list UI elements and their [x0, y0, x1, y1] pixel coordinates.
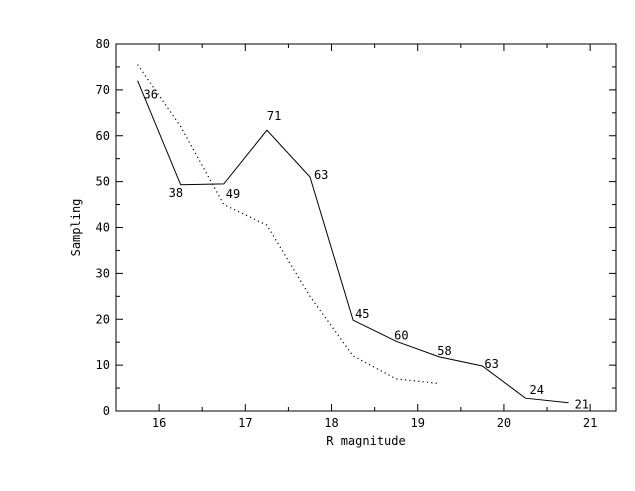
axis-ticks: 16 17 18 19 20 21 0 10 20 30 40 50 60 70 80 [96, 37, 616, 430]
plot-border [115, 43, 617, 412]
x-tick-label: 16 [152, 416, 166, 430]
y-tick-label: 60 [96, 129, 110, 143]
point-labels: 36 38 49 71 63 45 60 58 63 24 21 [144, 88, 589, 412]
y-tick-label: 70 [96, 83, 110, 97]
x-axis-label: R magnitude [326, 434, 405, 448]
data-point-label: 58 [437, 344, 451, 358]
data-point-label: 36 [144, 88, 158, 102]
data-point-label: 38 [169, 186, 183, 200]
y-tick-label: 40 [96, 221, 110, 235]
plot-frame [115, 43, 617, 412]
y-tick-label: 20 [96, 312, 110, 326]
x-tick-label: 19 [410, 416, 424, 430]
y-tick-label: 50 [96, 175, 110, 189]
x-tick-label: 17 [238, 416, 252, 430]
y-tick-label: 30 [96, 266, 110, 280]
y-tick-label: 10 [96, 358, 110, 372]
dotted-series-line [137, 64, 440, 385]
data-point-label: 63 [314, 168, 328, 182]
x-tick-label: 18 [324, 416, 338, 430]
data-point-label: 21 [575, 398, 589, 412]
data-point-label: 71 [267, 109, 281, 123]
data-point-label: 45 [355, 307, 369, 321]
y-axis-label: Sampling [69, 199, 83, 257]
x-tick-label: 21 [583, 416, 597, 430]
y-tick-label: 80 [96, 37, 110, 51]
y-tick-label: 0 [103, 404, 110, 418]
series-layer [137, 64, 569, 404]
x-tick-label: 20 [497, 416, 511, 430]
data-point-label: 24 [529, 383, 543, 397]
data-point-label: 60 [394, 328, 408, 342]
solid-series-line [137, 80, 569, 404]
data-point-label: 49 [226, 187, 240, 201]
data-point-label: 63 [484, 357, 498, 371]
